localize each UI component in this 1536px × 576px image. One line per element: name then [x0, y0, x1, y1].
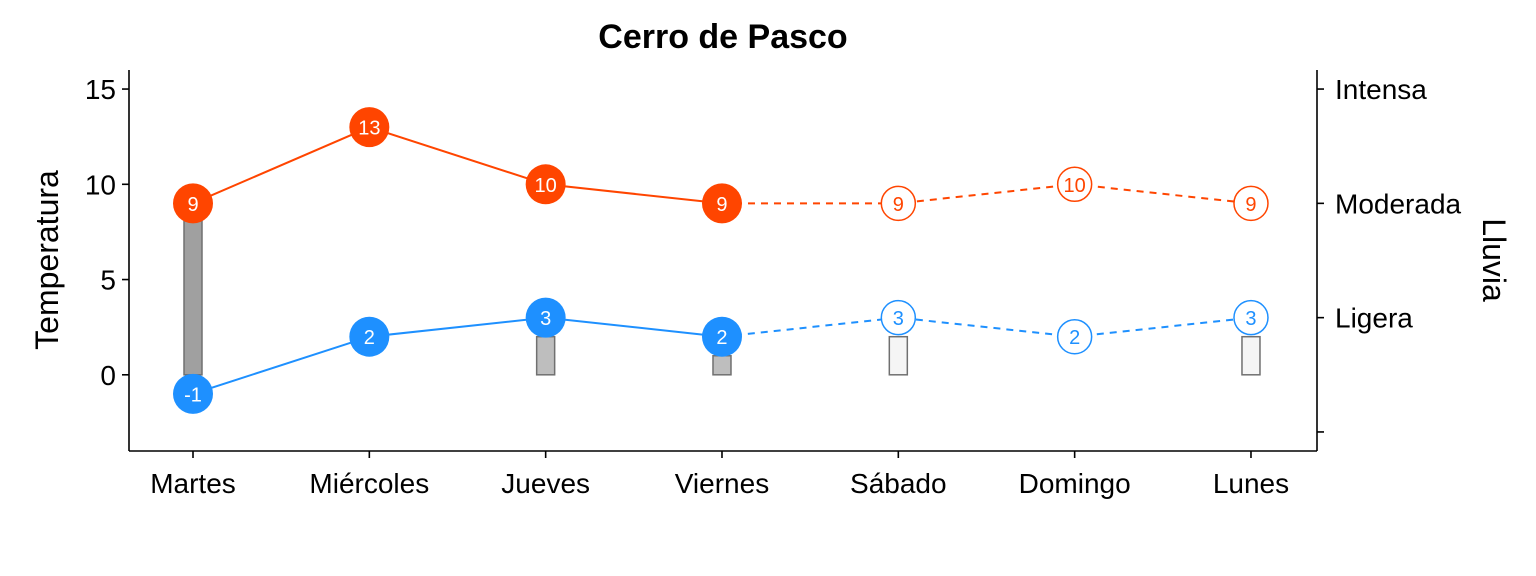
data-label: 9: [716, 194, 727, 216]
x-tick-label: Martes: [150, 468, 236, 499]
data-label: 10: [535, 175, 557, 197]
data-label: 2: [364, 327, 375, 349]
y-tick-label-right: Ligera: [1335, 303, 1413, 334]
series-point: [1056, 166, 1093, 203]
y-tick-label-left: 10: [85, 169, 116, 200]
data-label: 2: [716, 327, 727, 349]
series-point: [1056, 318, 1093, 355]
rain-bar: [1241, 335, 1261, 376]
series-points: 9 13 10 9 9 10 9 -1 2 3 2 3 2 3: [173, 107, 1269, 414]
y-axis-title-right: Lluvia: [1476, 218, 1512, 302]
data-label: 10: [1064, 175, 1086, 197]
y-tick-label-right: Intensa: [1335, 74, 1427, 105]
data-label: 3: [1245, 308, 1256, 330]
y-axis-title-left: Temperatura: [29, 170, 65, 350]
y-tick-label-left: 0: [100, 360, 116, 391]
x-tick-label: Domingo: [1019, 468, 1131, 499]
x-tick-label: Viernes: [675, 468, 769, 499]
series-line-observed: [192, 316, 723, 395]
series-point: [1233, 185, 1269, 222]
series-point: [701, 316, 742, 357]
y-tick-label-right: Moderada: [1335, 188, 1462, 219]
rain-bars: [183, 202, 1261, 376]
x-tick-label: Miércoles: [309, 468, 429, 499]
rain-bar: [535, 335, 556, 376]
series-line-observed: [192, 126, 723, 205]
data-label: 2: [1069, 327, 1080, 349]
rain-bar: [712, 355, 732, 376]
rain-bar: [183, 202, 203, 376]
series-point: [525, 164, 566, 205]
series-point: [349, 316, 390, 357]
series-point: [173, 373, 213, 414]
series-line-forecast: [721, 183, 1252, 205]
series-point: [1233, 299, 1269, 336]
rain-bar: [888, 335, 909, 376]
x-tick-label: Sábado: [850, 468, 947, 499]
data-label: 9: [893, 194, 904, 216]
y-tick-label-left: 5: [100, 265, 116, 296]
series-point: [880, 299, 917, 336]
chart-title: Cerro de Pasco: [598, 18, 847, 56]
series-point: [525, 297, 566, 338]
data-label: 13: [358, 118, 380, 140]
series-point: [880, 185, 917, 222]
data-label: 9: [187, 194, 198, 216]
data-label: -1: [184, 384, 202, 406]
y-tick-label-left: 15: [85, 74, 116, 105]
series-point: [701, 183, 742, 224]
series-line-forecast: [721, 316, 1252, 338]
x-tick-label: Jueves: [501, 468, 590, 499]
series-point: [349, 107, 390, 148]
axes: 0 5 10 15 Ligera Moderada Intensa Martes Miércol…: [85, 70, 1462, 499]
x-tick-label: Lunes: [1213, 468, 1289, 499]
data-label: 3: [893, 308, 904, 330]
data-label: 9: [1245, 194, 1256, 216]
data-label: 3: [540, 308, 551, 330]
series-lines: [192, 126, 1252, 395]
series-point: [173, 183, 213, 224]
